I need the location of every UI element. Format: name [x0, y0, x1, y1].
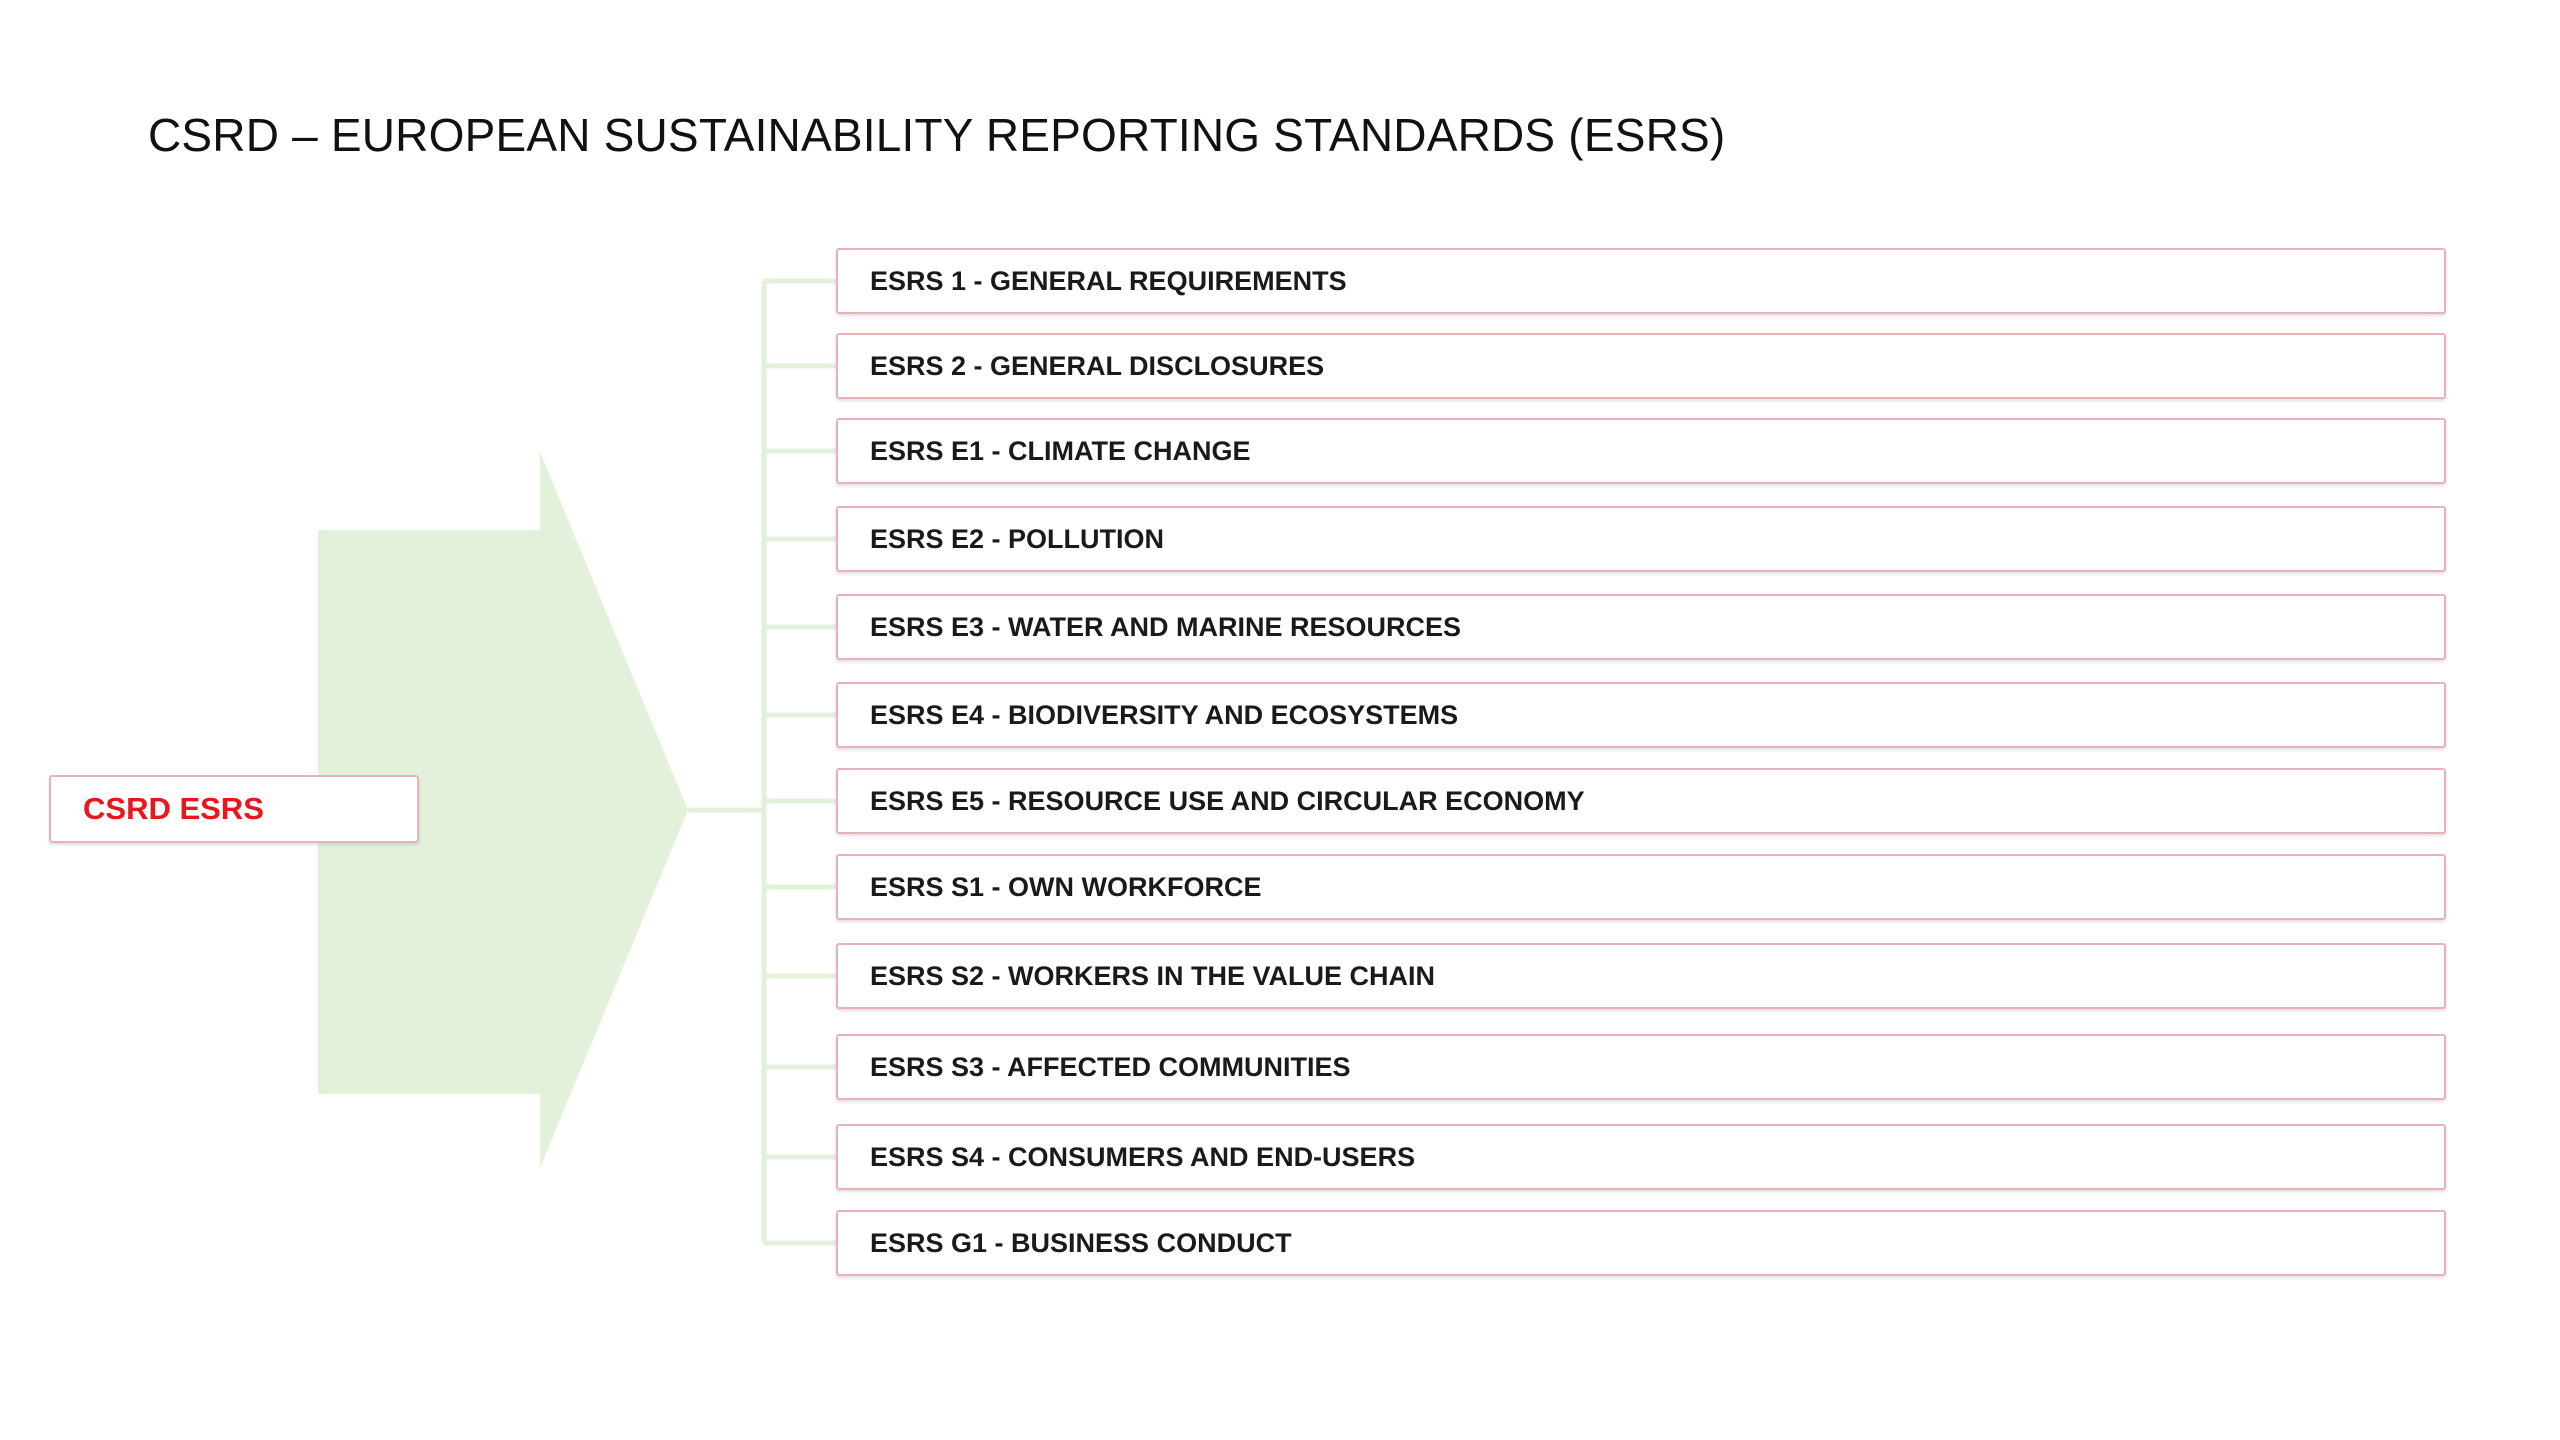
connector-lines [688, 278, 836, 1246]
standard-label: ESRS G1 - BUSINESS CONDUCT [870, 1227, 1292, 1258]
standard-box: ESRS E1 - CLIMATE CHANGE [836, 418, 2446, 484]
standard-box: ESRS E2 - POLLUTION [836, 506, 2446, 572]
standard-box: ESRS E3 - WATER AND MARINE RESOURCES [836, 594, 2446, 660]
standard-label: ESRS E3 - WATER AND MARINE RESOURCES [870, 611, 1462, 642]
standard-box: ESRS E4 - BIODIVERSITY AND ECOSYSTEMS [836, 682, 2446, 748]
standard-box: ESRS S4 - CONSUMERS AND END-USERS [836, 1124, 2446, 1190]
standard-label: ESRS 1 - GENERAL REQUIREMENTS [870, 265, 1347, 296]
standard-label: ESRS E2 - POLLUTION [870, 523, 1165, 554]
standard-label: ESRS E4 - BIODIVERSITY AND ECOSYSTEMS [870, 699, 1459, 730]
standard-box: ESRS S2 - WORKERS IN THE VALUE CHAIN [836, 943, 2446, 1009]
standard-box: ESRS 1 - GENERAL REQUIREMENTS [836, 248, 2446, 314]
standard-box: ESRS G1 - BUSINESS CONDUCT [836, 1210, 2446, 1276]
standard-label: ESRS S1 - OWN WORKFORCE [870, 871, 1262, 902]
standard-label: ESRS E5 - RESOURCE USE AND CIRCULAR ECON… [870, 785, 1585, 816]
standard-label: ESRS S3 - AFFECTED COMMUNITIES [870, 1051, 1351, 1082]
standard-box: ESRS S3 - AFFECTED COMMUNITIES [836, 1034, 2446, 1100]
big-arrow-shape [318, 452, 688, 1168]
root-node-csrd-esrs: CSRD ESRS [49, 775, 419, 843]
standard-label: ESRS E1 - CLIMATE CHANGE [870, 435, 1251, 466]
standard-label: ESRS S2 - WORKERS IN THE VALUE CHAIN [870, 960, 1436, 991]
page-title: CSRD – EUROPEAN SUSTAINABILITY REPORTING… [148, 109, 1726, 161]
standard-label: ESRS 2 - GENERAL DISCLOSURES [870, 350, 1325, 381]
standard-box: ESRS E5 - RESOURCE USE AND CIRCULAR ECON… [836, 768, 2446, 834]
root-node-label: CSRD ESRS [83, 791, 264, 826]
standard-box: ESRS 2 - GENERAL DISCLOSURES [836, 333, 2446, 399]
standard-label: ESRS S4 - CONSUMERS AND END-USERS [870, 1141, 1416, 1172]
standard-box: ESRS S1 - OWN WORKFORCE [836, 854, 2446, 920]
